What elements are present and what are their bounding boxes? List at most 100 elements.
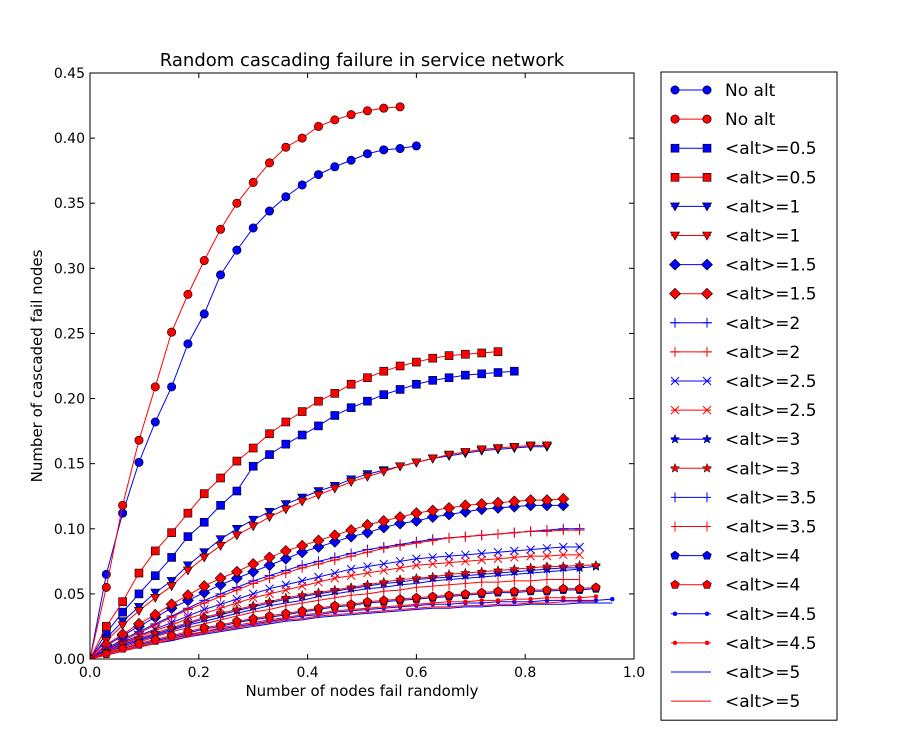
data-point [167, 528, 176, 537]
data-point [297, 581, 307, 591]
data-point [346, 155, 356, 165]
data-point [362, 596, 373, 606]
data-point [479, 598, 484, 603]
series-21 [90, 601, 596, 659]
legend-entry: <alt>=4.5 [671, 605, 817, 625]
data-point [509, 442, 520, 452]
legend-label: <alt>=0.5 [725, 139, 817, 159]
legend-entry: <alt>=3 [669, 430, 800, 450]
data-point [411, 592, 422, 602]
data-point [609, 596, 615, 602]
legend-entry: <alt>=0.5 [670, 168, 817, 188]
legend-marker [669, 202, 681, 212]
legend-marker [670, 346, 680, 357]
legend-entry: <alt>=5 [671, 692, 800, 712]
data-point [296, 539, 309, 552]
data-point [395, 102, 405, 112]
data-point [279, 544, 292, 557]
data-point [412, 357, 421, 367]
data-point [510, 366, 519, 376]
data-point [118, 508, 128, 518]
data-point [428, 376, 438, 385]
legend-entry: <alt>=2.5 [670, 372, 817, 392]
data-point [329, 484, 340, 494]
legend-marker [669, 462, 681, 473]
data-point [525, 526, 536, 537]
data-point [183, 532, 193, 541]
data-point [509, 553, 519, 562]
legend-label: <alt>=2 [725, 314, 800, 334]
data-point [426, 504, 439, 517]
data-point [395, 540, 406, 551]
data-point [316, 611, 321, 616]
legend-marker [704, 640, 710, 646]
data-point [297, 133, 307, 143]
series-layer [90, 102, 615, 659]
data-point [280, 500, 291, 510]
data-point [395, 563, 405, 573]
legend-marker [672, 640, 678, 646]
data-point [346, 564, 356, 574]
y-tick-label: 0.15 [54, 457, 85, 473]
data-point [280, 568, 291, 579]
data-point [216, 270, 226, 280]
data-point [281, 142, 291, 152]
legend: No alt No alt <alt>=0.5 <alt>=0.5 <alt>=1 <al… [660, 71, 838, 721]
y-tick-label: 0.35 [54, 196, 85, 212]
plot-frame [89, 72, 635, 660]
data-point [232, 198, 242, 208]
data-point [411, 458, 422, 468]
data-point [248, 515, 259, 525]
data-point [279, 552, 292, 565]
data-point [283, 615, 289, 620]
y-tick-label: 0.00 [54, 652, 85, 668]
data-point [443, 508, 455, 521]
data-point [427, 535, 438, 546]
data-point [330, 389, 340, 398]
data-point [493, 347, 503, 356]
legend-label: <alt>=2.5 [725, 401, 817, 421]
data-point [444, 450, 455, 460]
data-point [313, 121, 323, 131]
data-point [216, 473, 225, 483]
x-tick-label: 0.4 [296, 665, 318, 681]
data-point [495, 598, 501, 603]
data-point [493, 528, 503, 539]
legend-marker [670, 114, 680, 124]
data-point [312, 534, 325, 547]
data-point [492, 444, 504, 454]
data-point [101, 582, 111, 592]
data-point [460, 589, 470, 598]
legend-label: <alt>=4 [725, 576, 800, 596]
legend-marker [702, 173, 712, 182]
legend-marker [670, 143, 680, 153]
data-point [346, 379, 356, 389]
data-point [329, 555, 340, 566]
data-point [216, 501, 225, 510]
data-point [248, 443, 258, 453]
data-point [557, 499, 570, 512]
data-point [558, 583, 568, 593]
y-tick-label: 0.45 [54, 66, 85, 82]
data-point [150, 417, 160, 427]
legend-marker [669, 287, 681, 300]
data-point [577, 595, 582, 601]
data-point [314, 421, 323, 431]
data-point [444, 558, 454, 567]
data-point [199, 553, 210, 563]
data-point [524, 494, 537, 507]
data-point [541, 526, 552, 537]
legend-entry: <alt>=1 [669, 197, 800, 217]
data-point [117, 621, 128, 631]
data-point [167, 382, 177, 392]
data-point [444, 590, 454, 600]
x-tick-label: 0.0 [79, 665, 101, 681]
data-point [394, 511, 407, 523]
legend-label: <alt>=5 [725, 663, 800, 683]
data-point [509, 546, 519, 556]
data-point [412, 560, 421, 570]
data-point [346, 403, 356, 412]
series-line [90, 595, 596, 659]
data-point [461, 550, 470, 560]
